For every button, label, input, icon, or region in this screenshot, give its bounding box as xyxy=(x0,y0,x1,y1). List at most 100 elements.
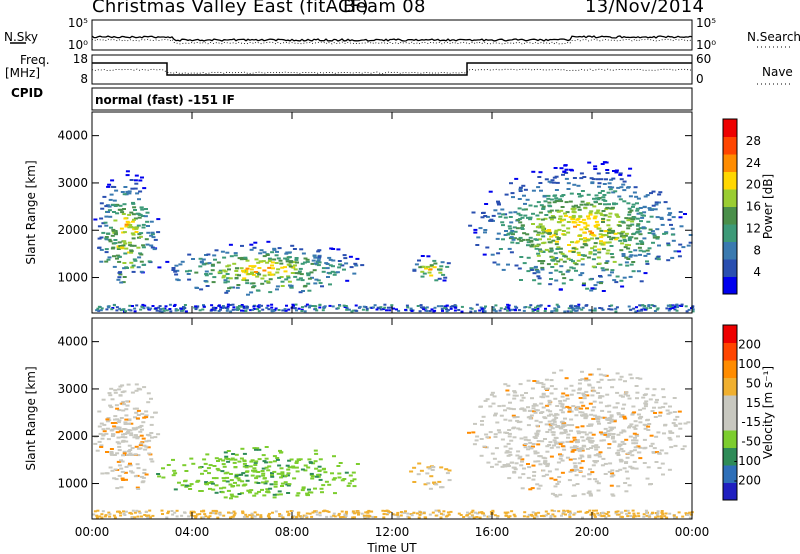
echo-cell xyxy=(140,215,145,217)
echo-cell xyxy=(110,203,115,206)
echo-cell xyxy=(554,243,559,246)
echo-cell xyxy=(496,232,501,235)
echo-cell xyxy=(112,211,116,213)
echo-cell xyxy=(678,243,683,246)
near-range-cell xyxy=(327,510,331,513)
echo-cell xyxy=(686,244,691,247)
echo-cell xyxy=(652,236,657,239)
echo-cell xyxy=(139,424,144,427)
echo-cell xyxy=(522,262,527,265)
near-range-cell xyxy=(136,515,140,518)
echo-cell xyxy=(639,220,643,223)
echo-cell xyxy=(149,458,154,461)
near-range-cell xyxy=(323,509,327,512)
echo-cell xyxy=(622,403,627,406)
echo-cell xyxy=(280,482,285,485)
echo-cell xyxy=(166,464,171,466)
echo-cell xyxy=(572,446,577,449)
colorbar-tick-label: 4 xyxy=(753,265,761,279)
near-range-cell xyxy=(365,309,369,312)
echo-cell xyxy=(574,263,579,266)
echo-cell xyxy=(446,262,451,265)
echo-cell xyxy=(204,274,209,277)
echo-cell xyxy=(99,446,104,448)
echo-cell xyxy=(241,279,246,281)
echo-cell xyxy=(558,427,563,429)
echo-cell xyxy=(616,413,621,416)
near-range-cell xyxy=(180,514,184,517)
echo-cell xyxy=(542,462,547,465)
near-range-cell xyxy=(244,310,248,312)
near-range-cell xyxy=(200,516,204,519)
echo-cell xyxy=(559,431,564,434)
echo-cell xyxy=(577,254,582,256)
near-range-cell xyxy=(124,510,128,513)
near-range-cell xyxy=(286,510,289,513)
echo-cell xyxy=(107,392,112,395)
near-range-cell xyxy=(267,516,271,519)
echo-cell xyxy=(547,230,552,233)
echo-cell xyxy=(236,477,241,480)
echo-cell xyxy=(508,407,513,410)
echo-cell xyxy=(595,224,600,227)
echo-cell xyxy=(545,431,550,433)
echo-cell xyxy=(268,278,273,281)
echo-cell xyxy=(122,450,127,453)
echo-cell xyxy=(528,415,533,418)
echo-cell xyxy=(307,488,311,491)
colorbar-swatch xyxy=(723,360,737,378)
echo-cell xyxy=(134,182,139,185)
echo-cell xyxy=(597,251,602,254)
echo-cell xyxy=(482,445,487,448)
echo-cell xyxy=(285,260,290,263)
echo-cell xyxy=(600,243,605,246)
echo-cell xyxy=(138,252,143,255)
echo-cell xyxy=(541,207,546,210)
echo-cell xyxy=(544,214,549,216)
echo-cell xyxy=(607,447,612,449)
echo-cell xyxy=(638,457,643,460)
echo-cell xyxy=(598,395,603,398)
echo-cell xyxy=(536,231,541,234)
echo-cell xyxy=(526,476,531,479)
echo-cell xyxy=(503,409,507,412)
echo-cell xyxy=(297,270,302,273)
echo-cell xyxy=(122,231,127,234)
echo-cell xyxy=(127,226,132,229)
echo-cell xyxy=(543,460,548,463)
echo-cell xyxy=(621,183,626,186)
near-range-cell xyxy=(506,309,510,312)
echo-cell xyxy=(624,490,629,493)
near-range-cell xyxy=(409,307,413,310)
echo-cell xyxy=(498,215,503,218)
echo-cell xyxy=(547,420,552,423)
echo-cell xyxy=(666,207,671,210)
echo-cell xyxy=(609,484,614,487)
echo-cell xyxy=(545,409,550,412)
echo-cell xyxy=(220,250,225,253)
echo-cell xyxy=(557,480,561,483)
echo-cell xyxy=(580,411,585,414)
near-range-cell xyxy=(562,511,566,514)
near-range-cell xyxy=(510,308,514,311)
echo-cell xyxy=(323,471,328,474)
echo-cell xyxy=(622,238,627,241)
echo-cell xyxy=(99,260,104,263)
colorbar-swatch xyxy=(723,119,737,137)
echo-cell xyxy=(213,258,217,261)
near-range-cell xyxy=(285,304,288,307)
echo-cell xyxy=(643,393,648,396)
echo-cell xyxy=(211,281,216,284)
echo-cell xyxy=(526,448,531,451)
near-range-cell xyxy=(171,513,175,516)
echo-cell xyxy=(572,436,577,439)
near-range-cell xyxy=(469,310,473,313)
echo-cell xyxy=(596,209,601,212)
freq-tick-label: 8 xyxy=(80,72,88,86)
echo-cell xyxy=(569,440,574,443)
echo-cell xyxy=(306,282,311,285)
near-range-cell xyxy=(321,309,325,312)
echo-cell xyxy=(123,423,128,425)
echo-cell xyxy=(542,228,547,231)
echo-cell xyxy=(285,251,290,254)
